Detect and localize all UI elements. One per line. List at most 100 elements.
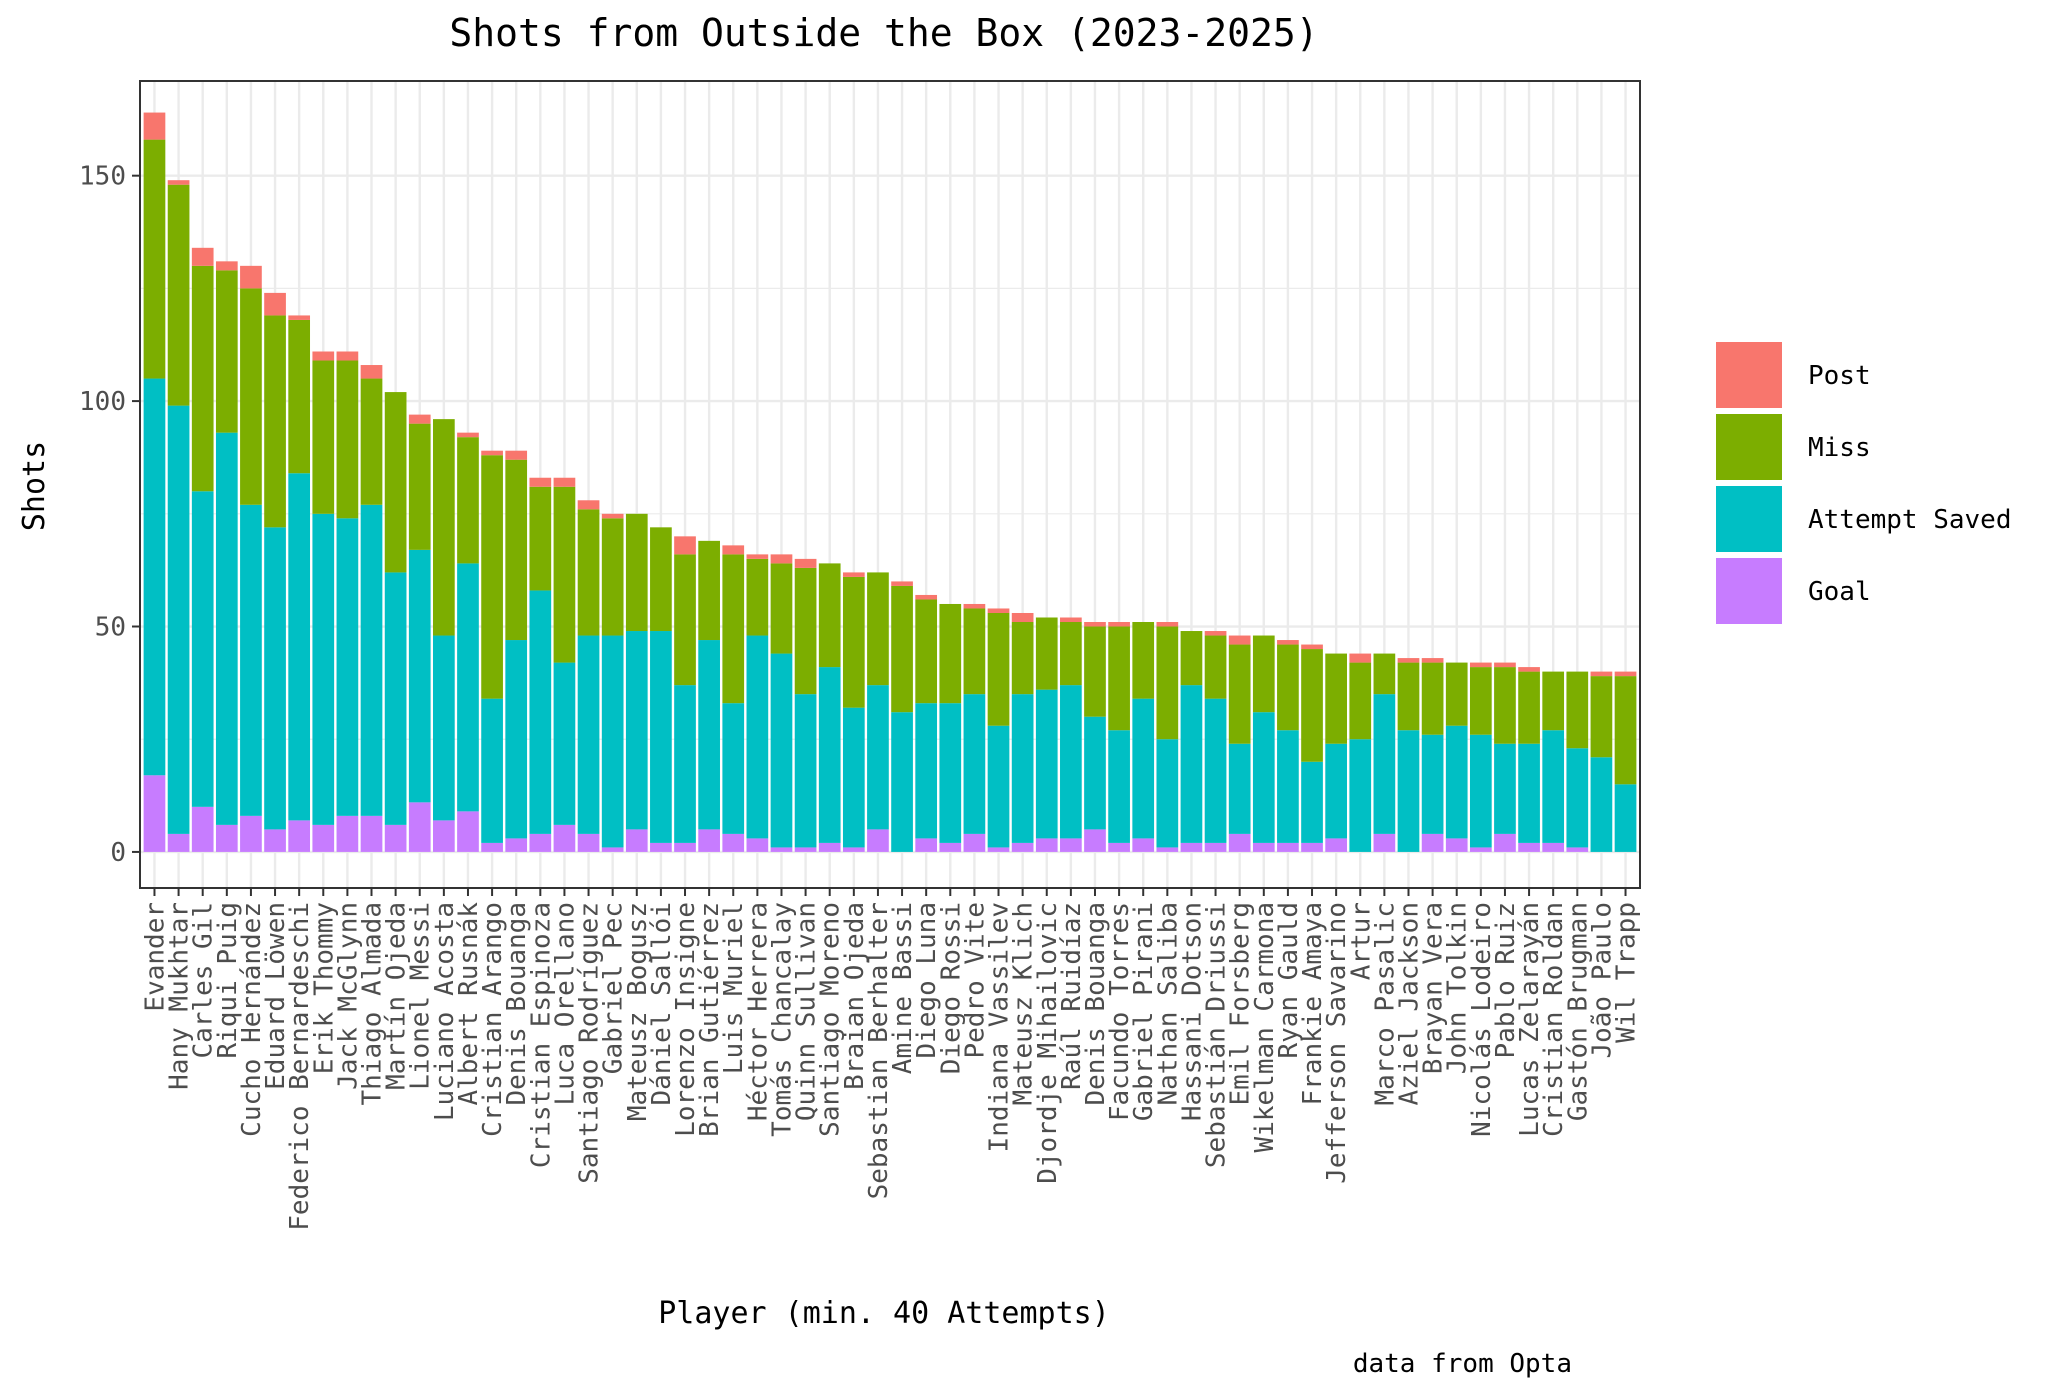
bar-goal xyxy=(384,824,407,852)
bar-post xyxy=(915,594,938,600)
bar-attempt-saved xyxy=(770,653,793,848)
bar-post xyxy=(312,351,335,361)
bar-goal xyxy=(915,838,938,852)
y-tick-label: 50 xyxy=(95,613,126,643)
bar-attempt-saved xyxy=(1614,784,1637,852)
bar-attempt-saved xyxy=(650,631,672,843)
bar-attempt-saved xyxy=(215,432,238,825)
bar-miss xyxy=(191,265,214,492)
x-tick-label: Denis Bouanga xyxy=(1081,902,1111,1106)
bar-goal xyxy=(1252,842,1275,852)
x-tick-label: Héctor Herrera xyxy=(743,902,773,1121)
bar-miss xyxy=(1518,671,1540,744)
bar-goal xyxy=(1035,838,1058,852)
bar-miss xyxy=(1421,662,1444,735)
x-tick-label: Evander xyxy=(140,902,170,1012)
bar-attempt-saved xyxy=(408,549,431,803)
bar-attempt-saved xyxy=(384,572,407,825)
legend: Post Miss Attempt Saved Goal xyxy=(1716,342,2012,624)
bar-attempt-saved xyxy=(481,698,503,843)
bar-attempt-saved xyxy=(939,703,962,843)
bar-miss xyxy=(722,554,745,704)
bar-post xyxy=(1397,658,1420,663)
bar-attempt-saved xyxy=(915,703,938,839)
legend-key xyxy=(1716,558,1782,624)
x-tick-label: Djordje Mihailovic xyxy=(1033,902,1063,1184)
bar-post xyxy=(1084,622,1106,627)
bar-miss xyxy=(939,603,962,704)
bar-goal xyxy=(1011,842,1034,852)
x-tick-label: Raúl Ruidíaz xyxy=(1057,902,1087,1090)
bar-attempt-saved xyxy=(457,563,479,812)
bar-miss xyxy=(240,288,262,505)
bar-miss xyxy=(1180,631,1203,686)
x-tick-label: Jack McGlynn xyxy=(333,902,363,1090)
bar-miss xyxy=(987,612,1010,726)
bar-post xyxy=(360,365,383,379)
bar-attempt-saved xyxy=(1445,725,1468,839)
x-tick-label: Luciano Acosta xyxy=(430,902,460,1121)
bar-post xyxy=(770,554,793,564)
bar-post xyxy=(481,450,503,456)
bar-goal xyxy=(1469,847,1492,852)
bar-attempt-saved xyxy=(1349,739,1372,852)
bar-post xyxy=(1349,653,1372,663)
x-tick-label: Wil Trapp xyxy=(1612,902,1642,1043)
bar-attempt-saved xyxy=(505,640,528,839)
bar-miss xyxy=(312,360,335,514)
bar-goal xyxy=(457,811,479,852)
bar-post xyxy=(336,351,359,361)
bar-goal xyxy=(867,829,889,852)
bar-attempt-saved xyxy=(987,725,1010,848)
legend-key xyxy=(1716,342,1782,408)
panel-border xyxy=(139,80,1641,889)
bar-goal xyxy=(770,847,793,852)
x-tick-label: Gabriel Pec xyxy=(599,902,629,1074)
bar-attempt-saved xyxy=(625,631,648,830)
bar-attempt-saved xyxy=(288,473,311,821)
bar-post xyxy=(191,247,214,266)
bar-goal xyxy=(433,820,455,852)
bar-miss xyxy=(1349,662,1372,740)
bar-attempt-saved xyxy=(1542,730,1565,843)
caption: data from Opta xyxy=(1353,1349,1572,1379)
bar-miss xyxy=(1566,671,1589,749)
bar-goal xyxy=(698,829,720,852)
bar-goal xyxy=(1204,842,1227,852)
bar-goal xyxy=(746,838,769,852)
bar-attempt-saved xyxy=(818,667,841,843)
legend-key xyxy=(1716,414,1782,480)
bar-goal xyxy=(1156,847,1179,852)
x-tick-label: Marco Pasalic xyxy=(1370,902,1400,1106)
x-tick-label: Gabriel Pirani xyxy=(1129,902,1159,1121)
bar-attempt-saved xyxy=(1156,739,1179,848)
bar-post xyxy=(601,513,624,519)
bar-goal xyxy=(1084,829,1106,852)
bar-attempt-saved xyxy=(529,590,552,834)
bar-goal xyxy=(1228,833,1251,852)
y-axis: 0 50 100 150 xyxy=(79,162,140,868)
x-tick-label: Quinn Sullivan xyxy=(792,902,822,1121)
x-tick-label: Cristian Arango xyxy=(478,902,508,1137)
x-tick-label: Aziel Jackson xyxy=(1394,902,1424,1106)
x-tick-label: Frankie Amaya xyxy=(1298,902,1328,1106)
bar-post xyxy=(1011,612,1034,623)
bar-goal xyxy=(842,847,865,852)
y-tick-label: 0 xyxy=(110,838,126,868)
x-tick-label: Mateusz Bogusz xyxy=(623,902,653,1121)
bar-goal xyxy=(1542,842,1565,852)
bar-goal xyxy=(505,838,528,852)
bar-post xyxy=(240,265,262,289)
x-tick-label: Braian Ojeda xyxy=(840,902,870,1090)
bar-attempt-saved xyxy=(1228,743,1251,834)
bar-post xyxy=(215,261,238,271)
x-tick-label: Cristian Espinoza xyxy=(526,902,556,1168)
bar-attempt-saved xyxy=(1252,712,1275,843)
x-tick-label: Luis Muriel xyxy=(719,902,749,1074)
x-tick-label: Nathan Saliba xyxy=(1153,902,1183,1106)
bar-post xyxy=(1518,667,1540,672)
y-axis-title: Shots xyxy=(17,441,52,531)
bar-attempt-saved xyxy=(240,504,262,816)
bar-miss xyxy=(746,558,769,636)
